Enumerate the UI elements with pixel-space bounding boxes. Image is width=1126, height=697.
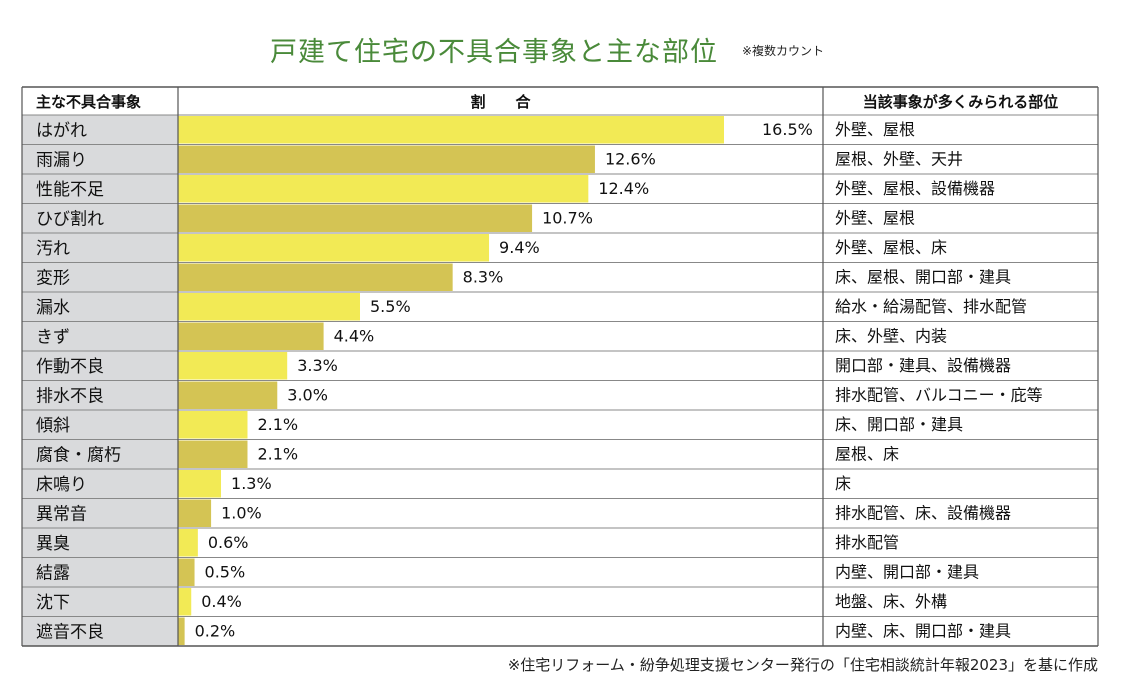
row-label-bg — [22, 557, 178, 587]
bar-value-label: 5.5% — [370, 297, 411, 316]
bar-value-label: 12.4% — [598, 179, 649, 198]
bar — [178, 588, 192, 616]
header-ratio: 割 合 — [470, 93, 531, 111]
bar — [178, 293, 360, 321]
row-parts-label: 開口部・建具、設備機器 — [835, 356, 1011, 375]
bar-value-label: 0.6% — [208, 533, 249, 552]
bar — [178, 558, 195, 586]
bar-value-label: 10.7% — [542, 209, 593, 228]
source-footnote: ※住宅リフォーム・紛争処理支援センター発行の「住宅相談統計年報2023」を基に作… — [507, 656, 1098, 674]
bar-value-label: 9.4% — [499, 238, 540, 257]
row-category-label: 遮音不良 — [36, 623, 104, 643]
row-parts-label: 内壁、床、開口部・建具 — [835, 622, 1011, 641]
bar — [178, 322, 324, 350]
row-label-bg — [22, 380, 178, 410]
row-parts-label: 給水・給湯配管、排水配管 — [835, 297, 1027, 316]
row-parts-label: 床 — [835, 474, 851, 493]
header-parts: 当該事象が多くみられる部位 — [863, 93, 1059, 111]
row-parts-label: 屋根、外壁、天井 — [835, 150, 963, 169]
bar — [178, 145, 595, 173]
bar-value-label: 3.0% — [287, 386, 328, 405]
bar-value-label: 12.6% — [605, 150, 656, 169]
bar-value-label: 0.2% — [195, 622, 236, 641]
title-area: 戸建て住宅の不具合事象と主な部位 ※複数カウント — [0, 30, 1126, 70]
bar — [178, 263, 453, 291]
row-parts-label: 排水配管、床、設備機器 — [835, 504, 1011, 523]
bar-value-label: 3.3% — [297, 356, 338, 375]
row-parts-label: 排水配管 — [835, 533, 899, 552]
row-parts-label: 排水配管、バルコニー・庇等 — [835, 386, 1043, 405]
title-note: ※複数カウント — [742, 44, 825, 58]
header-category: 主な不具合事象 — [36, 93, 141, 111]
bar — [178, 381, 278, 409]
row-category-label: 結露 — [36, 564, 70, 584]
row-parts-label: 地盤、床、外構 — [835, 592, 947, 611]
bar-value-label: 2.1% — [257, 415, 298, 434]
bar — [178, 411, 248, 439]
bar — [178, 175, 589, 203]
bar-value-label: 1.3% — [231, 474, 272, 493]
row-parts-label: 外壁、屋根 — [835, 209, 915, 228]
row-label-bg — [22, 292, 178, 322]
row-parts-label: 床、屋根、開口部・建具 — [835, 268, 1011, 287]
row-category-label: 性能不足 — [36, 180, 104, 200]
row-category-label: 変形 — [36, 269, 70, 289]
bar — [178, 352, 288, 380]
bar-value-label: 16.5% — [762, 120, 813, 139]
row-label-bg — [22, 321, 178, 351]
row-category-label: 腐食・腐朽 — [36, 446, 121, 466]
bar — [178, 204, 533, 232]
bar-value-label: 0.4% — [201, 592, 242, 611]
row-label-bg — [22, 144, 178, 174]
row-label-bg — [22, 587, 178, 617]
row-label-bg — [22, 439, 178, 469]
header-row — [22, 87, 1098, 115]
row-label-bg — [22, 115, 178, 145]
row-category-label: 沈下 — [36, 593, 70, 613]
row-label-bg — [22, 469, 178, 499]
bar-value-label: 4.4% — [334, 327, 375, 346]
row-label-bg — [22, 528, 178, 558]
row-category-label: 汚れ — [36, 239, 70, 259]
row-label-bg — [22, 410, 178, 440]
row-category-label: はがれ — [36, 121, 87, 141]
row-label-bg — [22, 262, 178, 292]
row-parts-label: 床、開口部・建具 — [835, 415, 963, 434]
row-parts-label: 屋根、床 — [835, 445, 899, 464]
bar-value-label: 2.1% — [257, 445, 298, 464]
bar — [178, 617, 185, 645]
row-label-bg — [22, 174, 178, 204]
chart-title: 戸建て住宅の不具合事象と主な部位 — [270, 37, 718, 68]
row-category-label: 排水不良 — [36, 387, 104, 407]
row-parts-label: 外壁、屋根、床 — [835, 238, 947, 257]
row-parts-label: 外壁、屋根、設備機器 — [835, 179, 995, 198]
bar-value-label: 0.5% — [205, 563, 246, 582]
row-label-bg — [22, 203, 178, 233]
bar — [178, 440, 248, 468]
row-category-label: ひび割れ — [36, 210, 104, 230]
row-parts-label: 内壁、開口部・建具 — [835, 563, 979, 582]
bar — [178, 529, 198, 557]
row-parts-label: 外壁、屋根 — [835, 120, 915, 139]
row-parts-label: 床、外壁、内装 — [835, 327, 947, 346]
bar — [178, 499, 212, 527]
row-label-bg — [22, 498, 178, 528]
row-label-bg — [22, 233, 178, 263]
bar — [178, 234, 490, 262]
bar-value-label: 1.0% — [221, 504, 262, 523]
row-category-label: きず — [36, 328, 70, 348]
row-category-label: 異常音 — [36, 505, 87, 525]
row-category-label: 作動不良 — [36, 357, 104, 377]
row-category-label: 床鳴り — [36, 475, 87, 495]
row-label-bg — [22, 351, 178, 381]
bar — [178, 470, 222, 498]
bar-value-label: 8.3% — [463, 268, 504, 287]
row-label-bg — [22, 616, 178, 646]
row-category-label: 傾斜 — [36, 416, 70, 436]
row-category-label: 雨漏り — [36, 151, 87, 171]
bar — [178, 116, 724, 144]
row-category-label: 異臭 — [36, 534, 70, 554]
row-category-label: 漏水 — [36, 298, 70, 318]
